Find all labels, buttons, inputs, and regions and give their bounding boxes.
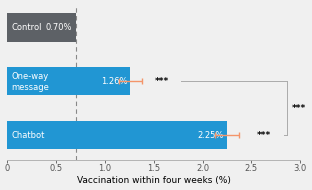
Bar [7, 67, 130, 95]
Text: ***: *** [257, 131, 271, 140]
Text: ***: *** [155, 77, 169, 86]
Text: 0.70%: 0.70% [45, 23, 72, 32]
Text: 2.25%: 2.25% [198, 131, 224, 140]
Text: message: message [12, 83, 49, 92]
Text: One-way: One-way [12, 72, 49, 81]
Text: 1.26%: 1.26% [101, 77, 128, 86]
Bar [7, 121, 227, 149]
Bar [7, 13, 76, 41]
Text: Control: Control [12, 23, 42, 32]
Text: ***: *** [291, 104, 306, 113]
Text: Chatbot: Chatbot [12, 131, 45, 140]
X-axis label: Vaccination within four weeks (%): Vaccination within four weeks (%) [77, 176, 231, 185]
